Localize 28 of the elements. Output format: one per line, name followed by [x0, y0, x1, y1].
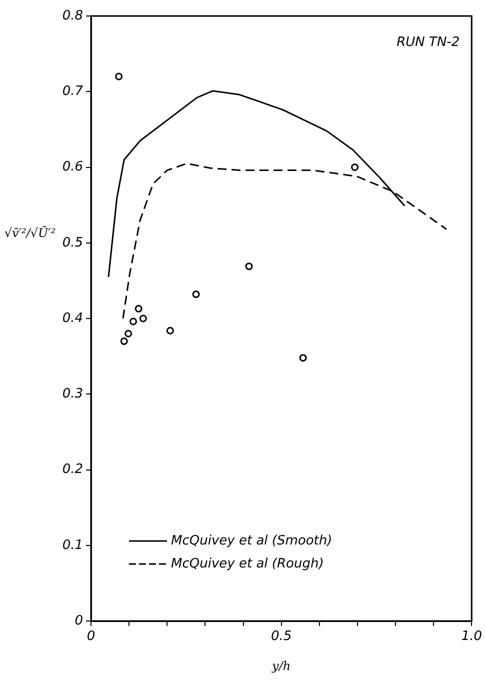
- point: [139, 314, 147, 322]
- y-tick-label: 0.5: [62, 235, 83, 250]
- y-tick-label: 0: [74, 613, 83, 628]
- point: [134, 304, 142, 312]
- y-tick-label: 0.2: [62, 462, 83, 478]
- legend-label: McQuivey et al (Smooth): [171, 533, 332, 548]
- y-tick-label: 0.7: [62, 84, 84, 99]
- point: [192, 290, 200, 298]
- point: [166, 326, 174, 334]
- legend-label: McQuivey et al (Rough): [171, 556, 324, 572]
- point: [245, 262, 253, 270]
- point: [351, 164, 359, 171]
- point: [130, 318, 138, 326]
- y-tick-label: 0.6: [62, 160, 83, 175]
- y-tick-label: 0.4: [62, 310, 83, 326]
- point: [115, 72, 123, 80]
- y-axis-title: √v̄′²/√Ū′²: [4, 226, 56, 240]
- x-tick-label: 0.5: [270, 629, 292, 644]
- point: [124, 330, 132, 338]
- annotation: RUN TN-2: [396, 34, 460, 50]
- x-tick-label: 1.0: [461, 629, 482, 644]
- y-tick-label: 0.1: [62, 538, 83, 553]
- y-tick-label: 0.3: [62, 386, 83, 402]
- point: [120, 337, 128, 345]
- x-tick-label: 0: [86, 629, 96, 644]
- y-tick-label: 0.8: [62, 8, 83, 24]
- x-axis-title: y/h: [271, 659, 291, 674]
- point: [299, 354, 307, 362]
